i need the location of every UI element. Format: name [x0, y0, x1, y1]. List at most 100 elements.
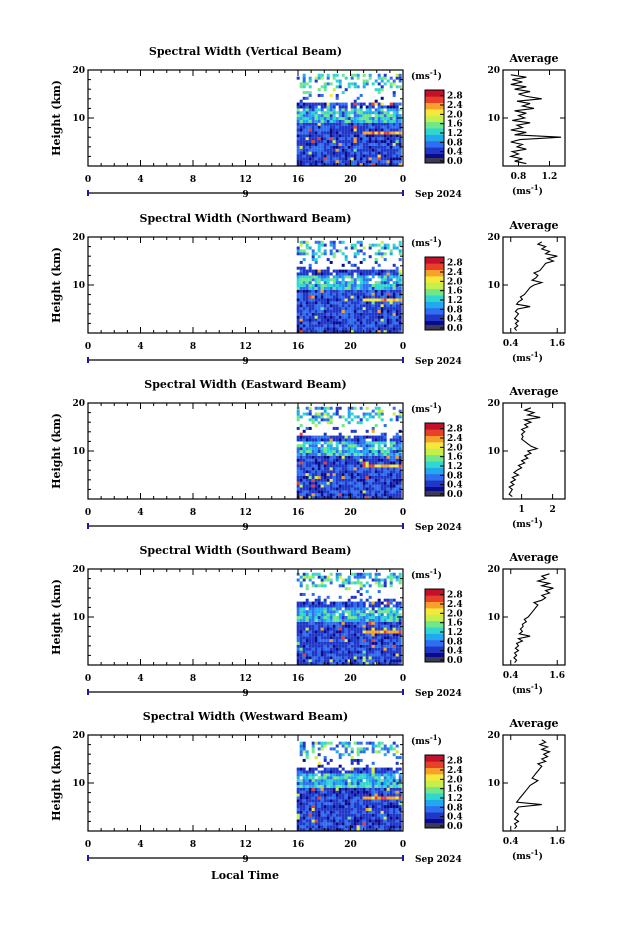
heatmap-cell	[338, 741, 342, 745]
heatmap-cell	[335, 473, 339, 477]
heatmap-cell	[332, 487, 336, 491]
heatmap-cell	[341, 496, 345, 500]
heatmap-cell	[344, 458, 348, 462]
heatmap-cell	[302, 578, 306, 582]
heatmap-cell	[386, 784, 390, 788]
heatmap-cell	[314, 601, 318, 605]
heatmap-cell	[317, 122, 321, 126]
heatmap-cell	[323, 618, 327, 622]
heatmap-cell	[398, 412, 402, 416]
heatmap-cell	[374, 114, 378, 118]
heatmap-cell	[362, 102, 366, 106]
heatmap-cell	[347, 796, 351, 800]
heatmap-cell	[326, 458, 330, 462]
x-tick-label: 16	[292, 342, 305, 352]
heatmap-cell	[329, 140, 333, 144]
heatmap-cell	[341, 773, 345, 777]
heatmap-cell	[371, 292, 375, 296]
heatmap-cell	[374, 315, 378, 319]
heatmap-cell	[383, 598, 387, 602]
heatmap-cell	[320, 796, 324, 800]
heatmap-cell	[392, 496, 396, 500]
heatmap-cell	[299, 484, 303, 488]
heatmap-cell	[350, 470, 354, 474]
heatmap-cell	[377, 750, 381, 754]
heatmap-cell	[314, 478, 318, 482]
heatmap-cell	[299, 444, 303, 448]
heatmap-cell	[344, 142, 348, 146]
heatmap-cell	[347, 615, 351, 619]
heatmap-cell	[332, 819, 336, 823]
heatmap-cell	[350, 412, 354, 416]
heatmap-cell	[302, 298, 306, 302]
avg-unit-close: )	[539, 186, 543, 197]
heatmap-cell	[368, 289, 372, 293]
heatmap-cell	[329, 286, 333, 290]
heatmap-cell	[314, 441, 318, 445]
heatmap-cell	[377, 799, 381, 803]
heatmap-cell	[308, 263, 312, 267]
heatmap-cell	[323, 470, 327, 474]
heatmap-cell	[323, 321, 327, 325]
colorbar-swatch	[425, 288, 444, 296]
colorbar-swatch	[425, 486, 444, 494]
heatmap-cell	[347, 286, 351, 290]
heatmap-cell	[353, 269, 357, 273]
heatmap-cell	[329, 758, 333, 762]
heatmap-cell	[311, 163, 315, 167]
heatmap-cell	[353, 145, 357, 149]
heatmap-cell	[398, 607, 402, 611]
heatmap-cell	[395, 478, 399, 482]
heatmap-cell	[353, 487, 357, 491]
heatmap-cell	[314, 825, 318, 829]
heatmap-cell	[359, 449, 363, 453]
heatmap-cell	[392, 111, 396, 115]
colorbar-unit-base: (ms	[411, 71, 430, 82]
heatmap-cell	[392, 307, 396, 311]
heatmap-cell	[359, 825, 363, 829]
heatmap-cell	[326, 781, 330, 785]
heatmap-cell	[326, 644, 330, 648]
heatmap-cell	[359, 475, 363, 479]
heatmap-cell	[341, 148, 345, 152]
heatmap-cell	[347, 639, 351, 643]
heatmap-cell	[314, 493, 318, 497]
heatmap-cell	[398, 295, 402, 299]
heatmap-cell	[389, 309, 393, 313]
x-tick-label: 16	[292, 175, 305, 185]
heatmap-cell	[305, 753, 309, 757]
heatmap-cell	[305, 140, 309, 144]
heatmap-cell	[371, 644, 375, 648]
colorbar-unit: (ms-1)	[411, 235, 442, 249]
heatmap-cell	[296, 318, 300, 322]
heatmap-cell	[395, 137, 399, 141]
heatmap-cell	[392, 315, 396, 319]
heatmap-cell	[359, 269, 363, 273]
heatmap-cell	[296, 283, 300, 287]
heatmap-cell	[341, 790, 345, 794]
heatmap-cell	[383, 111, 387, 115]
heatmap-cell	[305, 807, 309, 811]
heatmap-cell	[314, 281, 318, 285]
heatmap-cell	[314, 828, 318, 832]
heatmap-cell	[365, 662, 369, 666]
heatmap-cell	[347, 650, 351, 654]
heatmap-cell	[356, 747, 360, 751]
heatmap-cell	[329, 621, 333, 625]
heatmap-cell	[377, 292, 381, 296]
x-tick-label: 12	[239, 840, 252, 850]
heatmap-cell	[389, 278, 393, 282]
heatmap-cell	[317, 312, 321, 316]
heatmap-cell	[296, 633, 300, 637]
heatmap-cell	[389, 807, 393, 811]
heatmap-cell	[383, 321, 387, 325]
heatmap-cell	[350, 330, 354, 334]
heatmap-cell	[392, 91, 396, 95]
heatmap-cell	[323, 473, 327, 477]
heatmap-cell	[398, 128, 402, 132]
heatmap-cell	[386, 484, 390, 488]
heatmap-cell	[332, 240, 336, 244]
heatmap-cell	[368, 790, 372, 794]
heatmap-cell	[317, 653, 321, 657]
heatmap-cell	[347, 275, 351, 279]
